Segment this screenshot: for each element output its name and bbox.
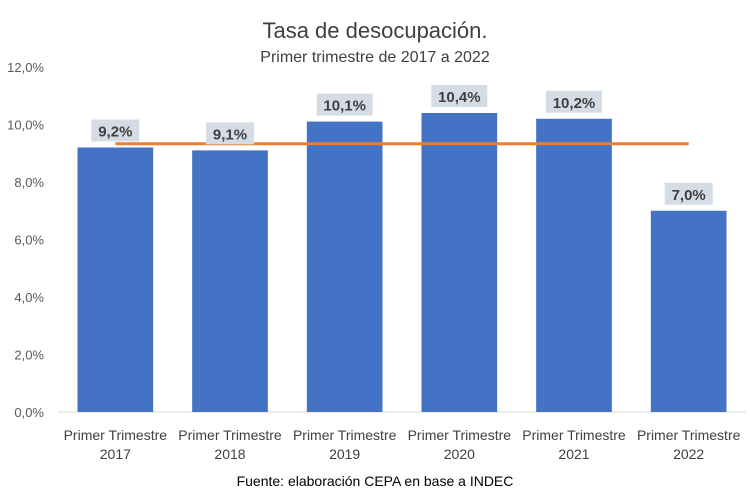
data-label: 9,1% <box>213 126 247 143</box>
y-tick-label: 0,0% <box>14 405 44 420</box>
y-tick-label: 2,0% <box>14 348 44 363</box>
x-tick-label-year: 2019 <box>329 446 360 462</box>
x-tick-label: Primer Trimestre <box>293 427 397 443</box>
data-labels: 9,2% 9,1% 10,1% 10,4% 10,2% 7,0% <box>91 85 713 205</box>
bar <box>421 113 498 412</box>
data-label-box <box>206 122 254 145</box>
data-label: 10,4% <box>438 89 481 106</box>
bars <box>77 113 727 412</box>
bar <box>650 210 727 412</box>
y-tick-label: 10,0% <box>7 118 44 133</box>
data-label-box <box>664 182 713 205</box>
x-tick-label: Primer Trimestre <box>408 427 512 443</box>
x-tick-label-year: 2018 <box>214 446 245 462</box>
y-axis: 0,0% 2,0% 4,0% 6,0% 8,0% 10,0% 12,0% <box>7 60 746 420</box>
chart-title: Tasa de desocupación. <box>262 18 487 43</box>
x-tick-label-year: 2022 <box>673 446 704 462</box>
data-label: 9,2% <box>98 124 132 141</box>
data-label-box <box>316 93 373 116</box>
bar <box>306 121 383 412</box>
x-tick-label: Primer Trimestre <box>178 427 282 443</box>
y-tick-label: 6,0% <box>14 233 44 248</box>
bar <box>77 147 154 412</box>
bar <box>192 150 268 412</box>
y-tick-label: 12,0% <box>7 60 44 75</box>
data-label: 10,1% <box>323 98 366 115</box>
data-label: 7,0% <box>672 187 706 204</box>
x-tick-label-year: 2021 <box>558 446 589 462</box>
x-tick-label: Primer Trimestre <box>637 427 741 443</box>
data-label: 10,2% <box>553 95 596 112</box>
x-axis: Primer Trimestre 2017 Primer Trimestre 2018… <box>64 427 741 462</box>
y-tick-label: 4,0% <box>14 290 44 305</box>
x-tick-label-year: 2017 <box>100 446 131 462</box>
x-tick-label: Primer Trimestre <box>522 427 626 443</box>
x-tick-label: Primer Trimestre <box>64 427 168 443</box>
y-tick-label: 8,0% <box>14 175 44 190</box>
chart-subtitle: Primer trimestre de 2017 a 2022 <box>260 49 490 66</box>
bar <box>536 118 612 412</box>
data-label-box <box>431 85 488 107</box>
data-label-box <box>91 119 140 142</box>
x-tick-label-year: 2020 <box>444 446 475 462</box>
source-note: Fuente: elaboración CEPA en base a INDEC <box>237 473 514 489</box>
data-label-box <box>546 90 602 113</box>
